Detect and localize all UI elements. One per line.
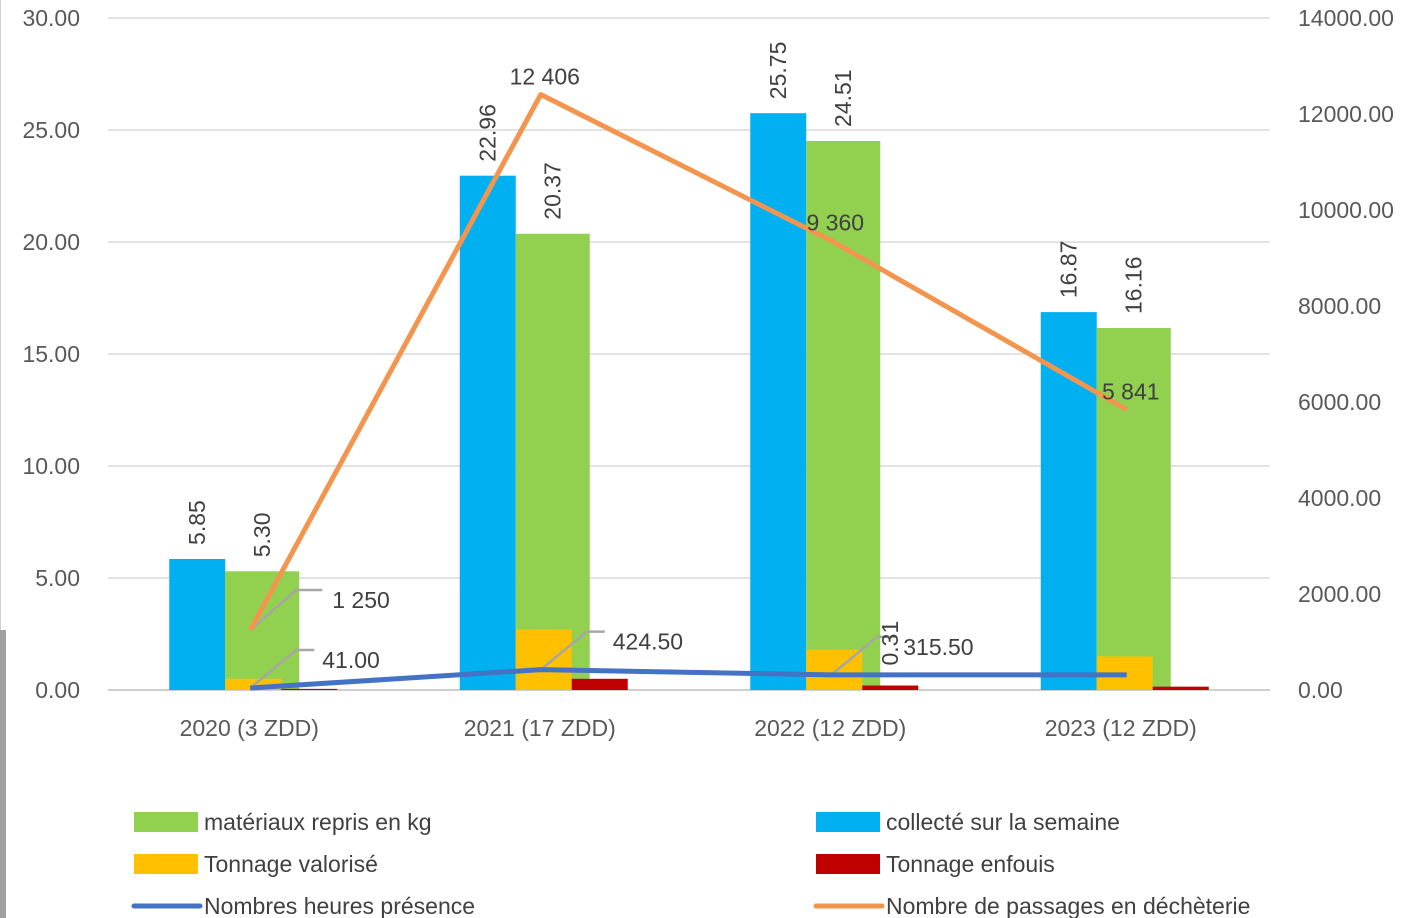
bar — [281, 688, 338, 690]
line-value-label: 5 841 — [1102, 379, 1160, 405]
bar-value-label: 5.30 — [249, 513, 275, 558]
leader-lines — [249, 588, 896, 689]
bar — [515, 629, 572, 690]
category-label: 2022 (12 ZDD) — [754, 715, 906, 741]
right-tick-label: 4000.00 — [1298, 485, 1381, 511]
left-tick-label: 25.00 — [22, 117, 80, 143]
left-tick-label: 10.00 — [22, 453, 80, 479]
bar-value-label: 16.16 — [1121, 256, 1147, 314]
bar-value-label: 25.75 — [765, 42, 791, 100]
legend-label: collecté sur la semaine — [886, 809, 1120, 835]
series-line — [248, 92, 1128, 632]
line-value-label: 41.00 — [322, 647, 380, 673]
legend-label: Tonnage enfouis — [886, 851, 1055, 877]
line-value-label: 315.50 — [903, 634, 973, 660]
leader-line — [249, 648, 315, 689]
bar-value-label: 5.85 — [184, 500, 210, 545]
bar-series — [169, 113, 1209, 691]
bar — [515, 233, 590, 690]
leader-line — [249, 588, 323, 631]
bar — [750, 113, 807, 690]
legend-swatch — [134, 854, 198, 874]
left-tick-label: 0.00 — [35, 677, 80, 703]
category-label: 2023 (12 ZDD) — [1045, 715, 1197, 741]
left-axis-ticks: 0.00 5.00 10.00 15.00 20.00 25.00 30.00 — [22, 5, 80, 703]
right-tick-label: 6000.00 — [1298, 389, 1381, 415]
legend-label: Nombre de passages en déchèterie — [886, 893, 1250, 918]
legend: matériaux repris en kg collecté sur la se… — [131, 809, 1250, 918]
left-tick-label: 15.00 — [22, 341, 80, 367]
legend-item: Tonnage enfouis — [816, 851, 1055, 877]
right-tick-label: 8000.00 — [1298, 293, 1381, 319]
chart-frame-edge — [0, 0, 1, 918]
line-series — [248, 92, 1128, 691]
line-value-label: 12 406 — [510, 64, 580, 90]
leader-line — [539, 630, 605, 671]
legend-item: Nombres heures présence — [131, 893, 475, 918]
window-edge-bar — [0, 630, 6, 918]
legend-swatch — [816, 812, 880, 832]
line-value-label: 9 360 — [806, 210, 864, 236]
bar — [1096, 328, 1171, 690]
right-axis-ticks: 0.00 2000.00 4000.00 6000.00 8000.00 10000.00… — [1298, 5, 1394, 703]
bar-value-label: 0.31 — [877, 621, 903, 666]
legend-label: Nombres heures présence — [204, 893, 475, 918]
bar — [571, 678, 628, 690]
legend-item: matériaux repris en kg — [134, 809, 432, 835]
bar-value-label: 20.37 — [540, 162, 566, 220]
right-tick-label: 12000.00 — [1298, 101, 1394, 127]
leader-line — [830, 635, 896, 676]
series-line — [250, 667, 1127, 691]
bar-value-label: 22.96 — [475, 104, 501, 162]
legend-label: Tonnage valorisé — [204, 851, 378, 877]
legend-label: matériaux repris en kg — [204, 809, 432, 835]
legend-swatch — [134, 812, 198, 832]
right-tick-label: 0.00 — [1298, 677, 1343, 703]
bar — [862, 685, 919, 690]
category-label: 2021 (17 ZDD) — [464, 715, 616, 741]
category-labels: 2020 (3 ZDD) 2021 (17 ZDD) 2022 (12 ZDD) 20… — [180, 715, 1197, 741]
data-labels: 5.85 22.96 25.75 16.87 5.30 20.37 24.51 16.16 0.… — [184, 42, 1159, 673]
line-value-label: 1 250 — [332, 587, 390, 613]
legend-item: Nombre de passages en déchèterie — [813, 893, 1250, 918]
legend-item: Tonnage valorisé — [134, 851, 378, 877]
right-tick-label: 14000.00 — [1298, 5, 1394, 31]
category-label: 2020 (3 ZDD) — [180, 715, 319, 741]
bar — [1040, 312, 1097, 690]
left-tick-label: 20.00 — [22, 229, 80, 255]
bar-value-label: 24.51 — [830, 69, 856, 127]
right-tick-label: 2000.00 — [1298, 581, 1381, 607]
bar — [225, 571, 300, 690]
line-value-label: 424.50 — [613, 629, 683, 655]
bar — [459, 175, 516, 691]
bar-value-label: 16.87 — [1056, 241, 1082, 299]
bar — [169, 558, 226, 690]
bar — [1152, 686, 1209, 690]
left-tick-label: 5.00 — [35, 565, 80, 591]
right-tick-label: 10000.00 — [1298, 197, 1394, 223]
legend-item: collecté sur la semaine — [816, 809, 1120, 835]
legend-swatch — [816, 854, 880, 874]
left-tick-label: 30.00 — [22, 5, 80, 31]
